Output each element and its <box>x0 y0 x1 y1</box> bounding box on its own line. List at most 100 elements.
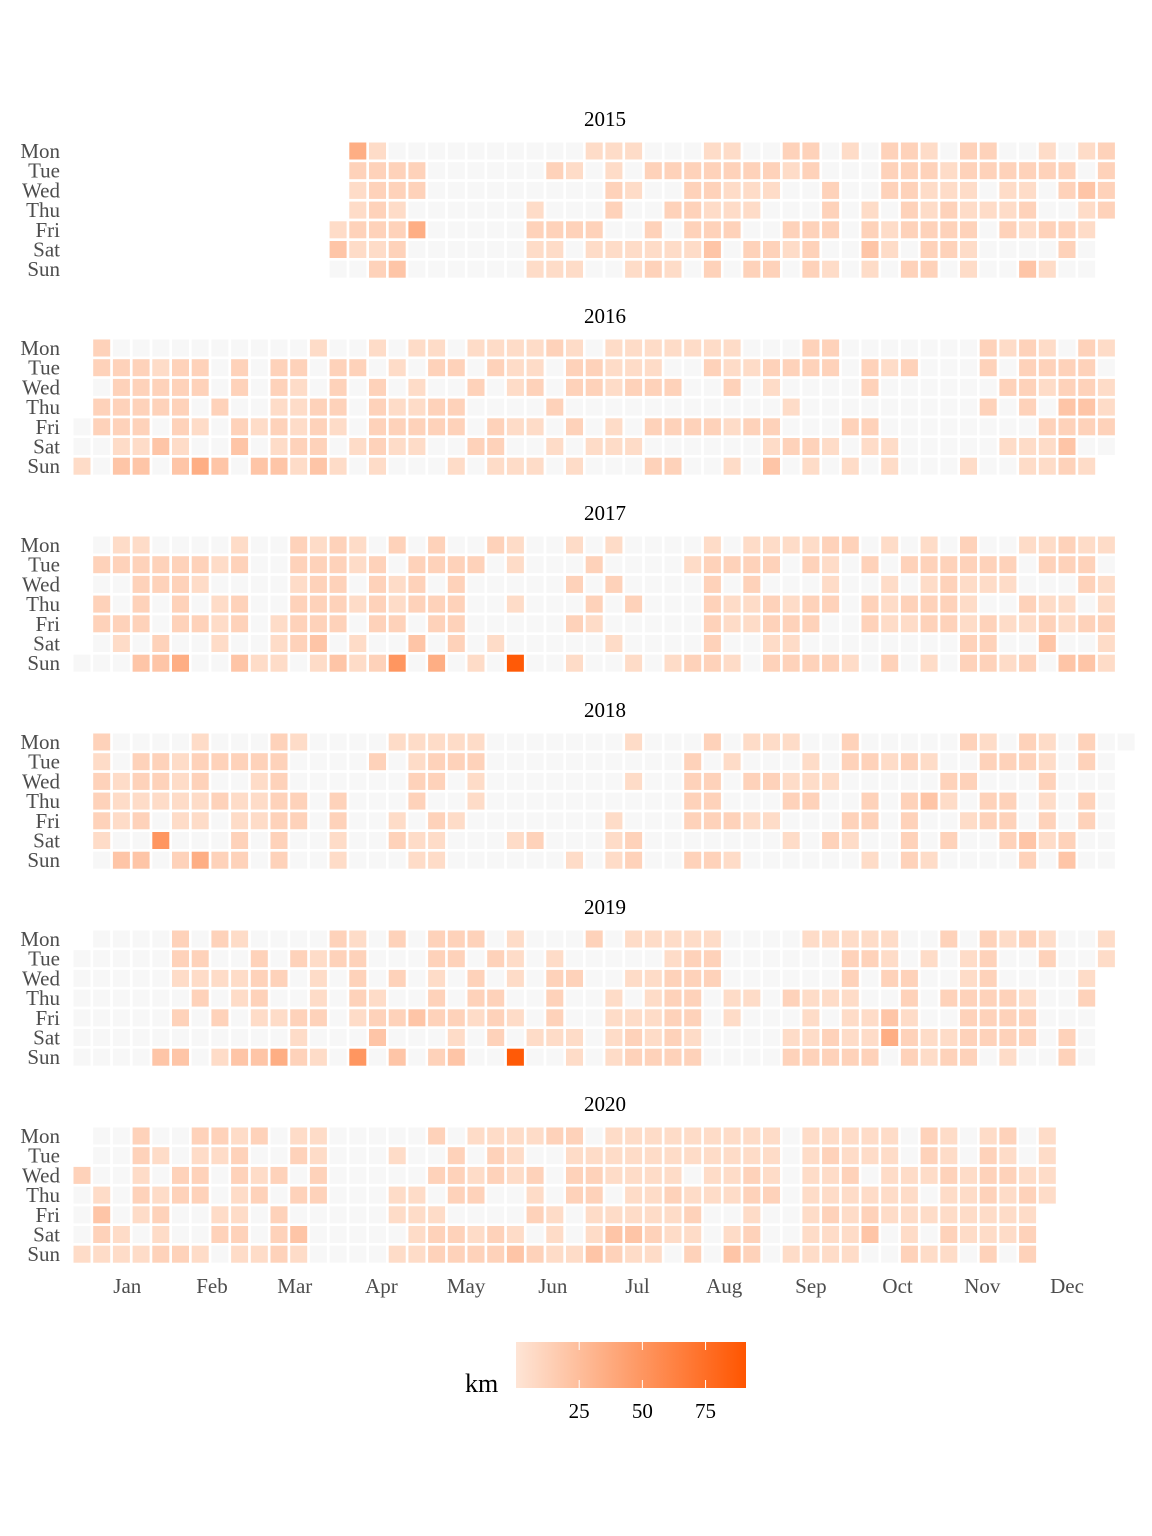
day-cell <box>1019 595 1037 613</box>
day-cell <box>231 1206 249 1224</box>
day-cell <box>428 733 446 751</box>
day-cell <box>585 733 603 751</box>
day-cell <box>723 359 741 377</box>
day-cell <box>250 398 268 416</box>
day-cell <box>960 575 977 593</box>
day-cell <box>900 260 918 278</box>
day-cell <box>487 201 505 219</box>
day-cell <box>349 457 367 475</box>
day-cell <box>250 950 268 968</box>
day-cell <box>270 733 288 751</box>
day-cell <box>802 241 820 258</box>
day-cell <box>369 438 386 455</box>
day-cell <box>979 418 997 436</box>
day-cell <box>1097 142 1115 160</box>
day-cell <box>900 142 918 160</box>
day-cell <box>1058 1048 1076 1066</box>
day-cell <box>112 772 130 790</box>
day-cell <box>231 595 249 613</box>
day-cell <box>546 1186 564 1204</box>
day-cell <box>1038 1166 1056 1184</box>
weekday-label: Sat <box>33 435 60 459</box>
day-cell <box>152 654 170 672</box>
day-cell <box>408 989 426 1007</box>
day-cell <box>1058 536 1076 554</box>
day-cell <box>900 1226 918 1243</box>
month-label: Feb <box>196 1274 228 1298</box>
day-cell <box>723 536 741 554</box>
day-cell <box>723 418 741 436</box>
day-cell <box>270 556 288 574</box>
weekday-label: Wed <box>22 966 60 990</box>
day-cell <box>270 536 288 554</box>
day-cell <box>250 851 268 869</box>
day-cell <box>447 654 465 672</box>
day-cell <box>487 1206 505 1224</box>
day-cell <box>802 575 820 593</box>
day-cell <box>566 812 583 830</box>
day-cell <box>940 398 958 416</box>
day-cell <box>546 1009 564 1027</box>
day-cell <box>664 832 682 849</box>
day-cell <box>73 989 91 1007</box>
day-cell <box>782 733 800 751</box>
day-cell <box>546 359 564 377</box>
day-cell <box>329 1186 347 1204</box>
day-cell <box>506 575 524 593</box>
day-cell <box>546 930 564 948</box>
day-cell <box>211 1127 229 1145</box>
day-cell <box>920 1206 938 1224</box>
day-cell <box>1058 989 1076 1007</box>
day-cell <box>703 221 721 239</box>
day-cell <box>920 201 938 219</box>
day-cell <box>250 595 268 613</box>
day-cell <box>290 1147 308 1165</box>
day-cell <box>231 1186 249 1204</box>
day-cell <box>487 950 505 968</box>
day-cell <box>1078 457 1096 475</box>
day-cell <box>900 575 918 593</box>
day-cell <box>270 654 288 672</box>
day-cell <box>566 1048 583 1066</box>
day-cell <box>703 1206 721 1224</box>
day-cell <box>684 851 702 869</box>
day-cell <box>703 556 721 574</box>
day-cell <box>369 575 386 593</box>
day-cell <box>132 398 150 416</box>
day-cell <box>211 1048 229 1066</box>
day-cell <box>270 989 288 1007</box>
day-cell <box>723 1166 741 1184</box>
day-cell <box>822 930 840 948</box>
day-cell <box>960 221 977 239</box>
day-cell <box>329 792 347 810</box>
day-cell <box>605 772 623 790</box>
day-cell <box>723 1029 741 1046</box>
day-cell <box>1058 260 1076 278</box>
day-cell <box>191 792 209 810</box>
day-cell <box>940 556 958 574</box>
day-cell <box>270 378 288 396</box>
day-cell <box>506 418 524 436</box>
day-cell <box>546 733 564 751</box>
day-cell <box>506 989 524 1007</box>
day-cell <box>329 989 347 1007</box>
day-cell <box>1019 615 1037 633</box>
day-cell <box>467 969 485 987</box>
day-cell <box>231 812 249 830</box>
day-cell <box>388 654 406 672</box>
day-cell <box>979 575 997 593</box>
day-cell <box>112 812 130 830</box>
day-cell <box>684 1245 702 1263</box>
day-cell <box>841 1226 859 1243</box>
day-cell <box>467 1029 485 1046</box>
day-cell <box>369 832 386 849</box>
day-cell <box>644 1029 662 1046</box>
day-cell <box>644 536 662 554</box>
day-cell <box>999 1029 1017 1046</box>
day-cell <box>231 851 249 869</box>
day-cell <box>782 989 800 1007</box>
day-cell <box>329 241 347 258</box>
day-cell <box>585 359 603 377</box>
day-cell <box>960 398 977 416</box>
day-cell <box>684 733 702 751</box>
